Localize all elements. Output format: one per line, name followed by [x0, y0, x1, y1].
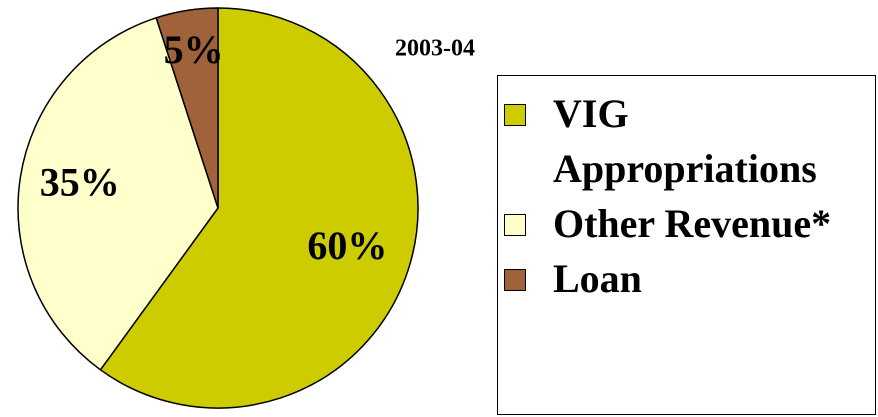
pie-slice	[17, 16, 219, 371]
pie-slice	[155, 7, 219, 209]
chart-title: 2003-04	[395, 36, 475, 62]
pie-slice	[99, 7, 419, 409]
legend-label: VIG Appropriations	[553, 91, 817, 191]
legend-item: VIG Appropriations	[498, 86, 863, 196]
data-label: 5%	[164, 27, 224, 72]
legend-label: Other Revenue*	[553, 201, 832, 246]
legend-item: Other Revenue*	[498, 196, 863, 251]
legend-item: Loan	[498, 251, 863, 306]
legend-label: Loan	[553, 256, 642, 301]
legend: VIG Appropriations Other Revenue* Loan	[497, 75, 876, 415]
legend-swatch	[504, 104, 526, 126]
legend-swatch	[504, 269, 526, 291]
data-label: 35%	[40, 159, 120, 204]
legend-swatch	[504, 214, 526, 236]
data-label: 60%	[307, 223, 387, 268]
